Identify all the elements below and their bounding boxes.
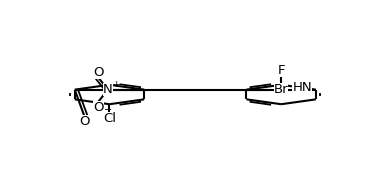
Text: +: + — [113, 81, 120, 89]
Text: N: N — [103, 83, 113, 96]
Text: O: O — [93, 101, 104, 114]
Text: −: − — [104, 105, 112, 115]
Text: F: F — [277, 64, 285, 77]
Text: Br: Br — [273, 83, 288, 96]
Text: Cl: Cl — [103, 112, 116, 125]
Text: HN: HN — [293, 81, 312, 94]
Text: O: O — [93, 66, 104, 79]
Text: O: O — [79, 115, 90, 128]
